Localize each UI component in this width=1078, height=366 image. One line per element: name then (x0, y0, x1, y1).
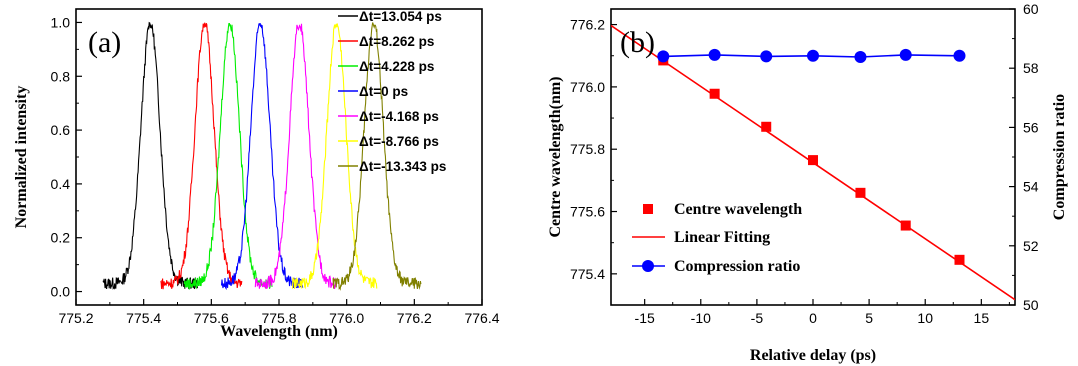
panel-a-series-line-3 (220, 22, 304, 291)
panel-a-legend-label-5: Δt=-8.766 ps (359, 134, 439, 149)
panel-b-series (611, 24, 1015, 301)
panel-a-x-tick-label-5: 776.2 (397, 310, 432, 326)
panel-b-legend-compression-ratio-marker (642, 260, 654, 272)
panel-b-legend-centre-wavelength-marker (643, 204, 653, 214)
panel-a-series-line-5 (291, 23, 378, 290)
panel-b-ticks: -15 -10 -5 0 5 10 15 775.4 775.6 775.8 776.0 776.2 5… (570, 1, 1039, 326)
panel-b-compression-ratio-point-4 (854, 50, 867, 63)
panel-a-x-axis-label: Wavelength (nm) (220, 323, 338, 340)
panel-a-legend-label-0: Δt=13.054 ps (359, 9, 442, 24)
panel-b-left-y-tick-label-0: 775.4 (570, 266, 605, 282)
panel-b-left-y-tick-label-2: 775.8 (570, 141, 605, 157)
panel-a-x-tick-label-0: 775.2 (58, 310, 93, 326)
panel-a-legend-label-4: Δt=-4.168 ps (359, 109, 439, 124)
panel-b-centre-wavelength-point-2 (761, 121, 772, 132)
panel-b-centre-wavelength-point-5 (900, 220, 911, 231)
panel-b-centre-wavelength-point-3 (808, 155, 818, 166)
panel-b-right-y-tick-label-5: 60 (1023, 1, 1039, 17)
panel-a-label: (a) (88, 26, 121, 59)
panel-b-x-tick-label-1: -10 (691, 310, 711, 326)
panel-a-series (102, 21, 422, 291)
panel-b-compression-ratio-point-5 (899, 48, 912, 61)
panel-b-x-tick-label-6: 15 (974, 310, 990, 326)
panel-a-legend-label-2: Δt=4.228 ps (359, 59, 434, 74)
panel-a-series-line-4 (254, 23, 338, 290)
panel-b-right-y-tick-label-4: 58 (1023, 60, 1039, 76)
panel-a-series-line-1 (160, 22, 243, 290)
panel-a-y-tick-label-0: 0.0 (51, 284, 71, 300)
panel-a-x-tick-label-4: 776.0 (329, 310, 364, 326)
panel-b-legend-linear-fit-label: Linear Fitting (674, 229, 770, 246)
panel-b-x-tick-label-2: -5 (751, 310, 764, 326)
panel-a-y-tick-label-1: 0.2 (51, 230, 71, 246)
panel-b-right-y-tick-label-0: 50 (1023, 297, 1039, 313)
panel-a-x-tick-label-3: 775.8 (261, 310, 296, 326)
panel-a-series-line-6 (332, 22, 422, 291)
panel-b-x-tick-label-3: 0 (809, 310, 817, 326)
panel-b-left-y-tick-label-1: 775.6 (570, 204, 605, 220)
panel-b-x-tick-label-5: 10 (917, 310, 933, 326)
panel-a-frame (75, 8, 483, 306)
panel-a-y-axis-label: Normalized intensity (13, 86, 30, 229)
panel-a-legend: Δt=13.054 ps Δt=8.262 ps Δt=4.228 ps Δt=0 p… (338, 9, 446, 174)
panel-b-x-tick-label-4: 5 (865, 310, 873, 326)
panel-a-x-tick-label-1: 775.4 (126, 310, 161, 326)
panel-a-series-line-0 (102, 21, 199, 290)
panel-a-y-tick-label-5: 1.0 (51, 14, 71, 30)
panel-a-series-line-2 (183, 23, 273, 290)
panel-a-legend-label-1: Δt=8.262 ps (359, 34, 434, 49)
panel-b-right-y-axis-label: Compression ratio (1051, 94, 1068, 220)
panel-a-ticks: 775.2 775.4 775.6 775.8 776.0 776.2 776.4 0.0 0.… (51, 14, 500, 326)
panel-b-legend: Centre wavelength Linear Fitting Compressi… (632, 201, 802, 275)
panel-b-centre-wavelength-point-6 (954, 254, 965, 265)
panel-b-left-y-tick-label-3: 776.0 (570, 79, 605, 95)
panel-a-y-tick-label-2: 0.4 (51, 176, 71, 192)
panel-a-y-tick-label-4: 0.8 (51, 68, 71, 84)
panel-b-right-y-tick-label-1: 52 (1023, 238, 1039, 254)
panel-b-legend-compression-ratio-label: Compression ratio (674, 258, 800, 275)
panel-b-legend-centre-wavelength-label: Centre wavelength (674, 201, 802, 218)
panel-b-compression-ratio-point-2 (760, 50, 773, 63)
panel-b-centre-wavelength-point-4 (855, 187, 866, 198)
panel-a-legend-label-6: Δt=-13.343 ps (359, 159, 446, 174)
panel-b-compression-ratio-point-1 (708, 48, 721, 61)
panel-b-compression-ratio-point-0 (657, 50, 670, 63)
panel-b-compression-ratio-point-6 (953, 49, 966, 62)
panel-a-x-tick-label-6: 776.4 (464, 310, 499, 326)
panel-b-centre-wavelength-point-1 (709, 88, 720, 99)
panel-a-chart: 775.2 775.4 775.6 775.8 776.0 776.2 776.4 0.0 0.… (13, 8, 500, 340)
panel-b-chart: -15 -10 -5 0 5 10 15 775.4 775.6 775.8 776.0 776.2 5… (547, 1, 1068, 364)
panel-b-right-y-tick-label-2: 54 (1023, 179, 1039, 195)
panel-b-right-y-tick-label-3: 56 (1023, 119, 1039, 135)
panel-b-left-y-tick-label-4: 776.2 (570, 17, 605, 33)
panel-a-legend-label-3: Δt=0 ps (359, 84, 408, 99)
panel-b-compression-ratio-point-3 (807, 49, 819, 62)
panel-a-x-tick-label-2: 775.6 (194, 310, 229, 326)
panel-b-label: (b) (620, 26, 655, 59)
panel-a-y-tick-label-3: 0.6 (51, 122, 71, 138)
panel-b-left-y-axis-label: Centre wavelength(nm) (547, 76, 564, 237)
panel-b-x-tick-label-0: -15 (635, 310, 655, 326)
panel-b-x-axis-label: Relative delay (ps) (750, 347, 876, 364)
